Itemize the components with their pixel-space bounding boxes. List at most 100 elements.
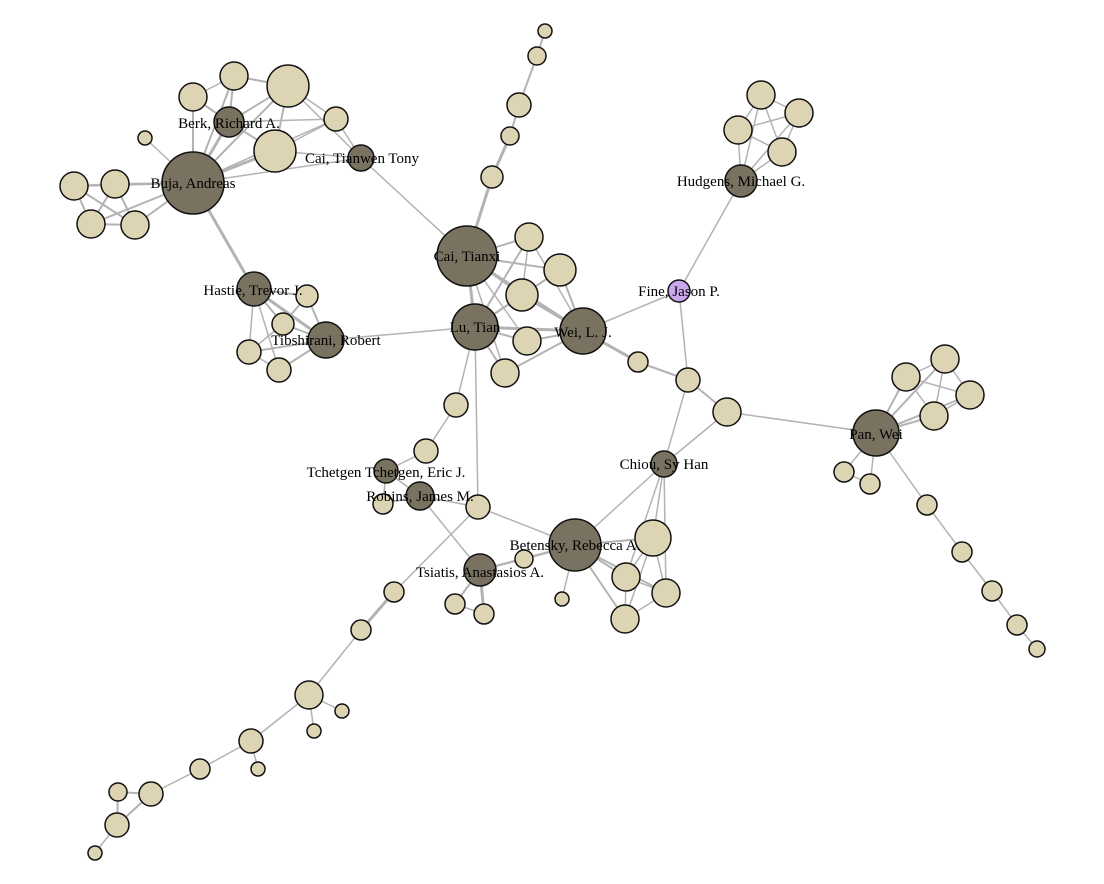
node-b8[interactable] [266,64,310,108]
edge-tib-lu [325,326,476,341]
label-cai-tianwen: Cai, Tianwen Tony [305,151,420,167]
node-chiou[interactable] [650,450,678,478]
label-wei: Wei, L. J. [554,325,612,341]
node-tib[interactable] [307,321,345,359]
node-b9[interactable] [253,129,297,173]
node-hudg[interactable] [724,164,758,198]
label-tsiatis: Tsiatis, Anastasios A. [416,565,544,581]
label-betensky: Betensky, Rebecca A. [510,538,641,554]
node-c3[interactable] [372,493,394,515]
node-p4[interactable] [919,401,949,431]
node-x5[interactable] [490,358,520,388]
node-buja[interactable] [161,151,225,215]
node-s10[interactable] [108,782,128,802]
node-t4[interactable] [500,126,520,146]
node-t5[interactable] [480,165,504,189]
node-m1[interactable] [627,351,649,373]
node-t2[interactable] [527,46,547,66]
label-layer: Buja, Andreas Berk, Richard A. Cai, Tian… [151,116,903,581]
node-b5[interactable] [137,130,153,146]
node-fine[interactable] [667,279,691,303]
node-caiTx[interactable] [436,225,498,287]
node-p10[interactable] [1006,614,1028,636]
label-robins: Robins, James M. [366,489,474,505]
node-s2[interactable] [350,619,372,641]
node-p5[interactable] [833,461,855,483]
node-caiTw[interactable] [347,144,375,172]
node-e2[interactable] [554,591,570,607]
node-b6[interactable] [178,82,208,112]
node-p2[interactable] [891,362,921,392]
node-x2[interactable] [543,253,577,287]
node-e5[interactable] [651,578,681,608]
node-bet[interactable] [548,518,602,572]
node-s8[interactable] [189,758,211,780]
node-e8[interactable] [473,603,495,625]
label-cai-tianxi: Cai, Tianxi [434,249,501,265]
node-s5[interactable] [306,723,322,739]
node-s6[interactable] [238,728,264,754]
node-b7[interactable] [219,61,249,91]
label-tibshirani: Tibshirani, Robert [271,333,381,349]
node-layer [59,23,1046,861]
node-u4[interactable] [767,137,797,167]
node-b2[interactable] [100,169,130,199]
node-s1[interactable] [383,581,405,603]
node-b3[interactable] [76,209,106,239]
node-u1[interactable] [746,80,776,110]
node-u3[interactable] [723,115,753,145]
node-x3[interactable] [505,278,539,312]
node-p11[interactable] [1028,640,1046,658]
edge-lu-c4 [474,326,479,508]
node-c1[interactable] [443,392,469,418]
node-b4[interactable] [120,210,150,240]
label-fine: Fine, Jason P. [638,284,720,300]
node-h4[interactable] [266,357,292,383]
node-tsia[interactable] [463,553,497,587]
node-p1[interactable] [930,344,960,374]
node-hastie[interactable] [236,271,272,307]
node-p6[interactable] [859,473,881,495]
node-e3[interactable] [634,519,672,557]
node-x4[interactable] [512,326,542,356]
node-m2[interactable] [675,367,701,393]
node-e7[interactable] [444,593,466,615]
node-s3[interactable] [294,680,324,710]
node-s12[interactable] [87,845,103,861]
node-berk[interactable] [213,106,245,138]
node-e6[interactable] [610,604,640,634]
node-b10[interactable] [323,106,349,132]
node-c2[interactable] [413,438,439,464]
node-lu[interactable] [451,303,499,351]
node-t1[interactable] [537,23,553,39]
edge-m2-chiou [663,379,689,465]
node-e4[interactable] [611,562,641,592]
node-e1[interactable] [514,549,534,569]
node-tchet[interactable] [373,458,399,484]
node-s7[interactable] [250,761,266,777]
node-h2[interactable] [271,312,295,336]
label-hudgens: Hudgens, Michael G. [677,174,805,190]
node-x1[interactable] [514,222,544,252]
node-p9[interactable] [981,580,1003,602]
node-pan[interactable] [852,409,900,457]
node-s4[interactable] [334,703,350,719]
node-robins[interactable] [405,481,435,511]
node-c4[interactable] [465,494,491,520]
node-s11[interactable] [104,812,130,838]
node-wei[interactable] [559,307,607,355]
node-p7[interactable] [916,494,938,516]
node-b1[interactable] [59,171,89,201]
node-t3[interactable] [506,92,532,118]
label-lu-tian: Lu, Tian [450,320,501,336]
node-h3[interactable] [236,339,262,365]
node-p3[interactable] [955,380,985,410]
edge-fine-hudg [678,180,742,292]
node-s9[interactable] [138,781,164,807]
edge-berk-b10 [228,118,337,123]
node-m3[interactable] [712,397,742,427]
node-u2[interactable] [784,98,814,128]
node-p8[interactable] [951,541,973,563]
node-h1[interactable] [295,284,319,308]
